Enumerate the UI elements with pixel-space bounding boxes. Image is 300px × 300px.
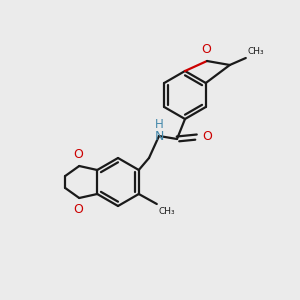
Text: CH₃: CH₃ — [159, 207, 176, 216]
Text: O: O — [73, 148, 83, 161]
Text: H: H — [154, 118, 164, 131]
Text: O: O — [73, 203, 83, 216]
Text: O: O — [201, 43, 211, 56]
Text: CH₃: CH₃ — [248, 47, 264, 56]
Text: O: O — [202, 130, 212, 143]
Text: N: N — [154, 130, 164, 142]
